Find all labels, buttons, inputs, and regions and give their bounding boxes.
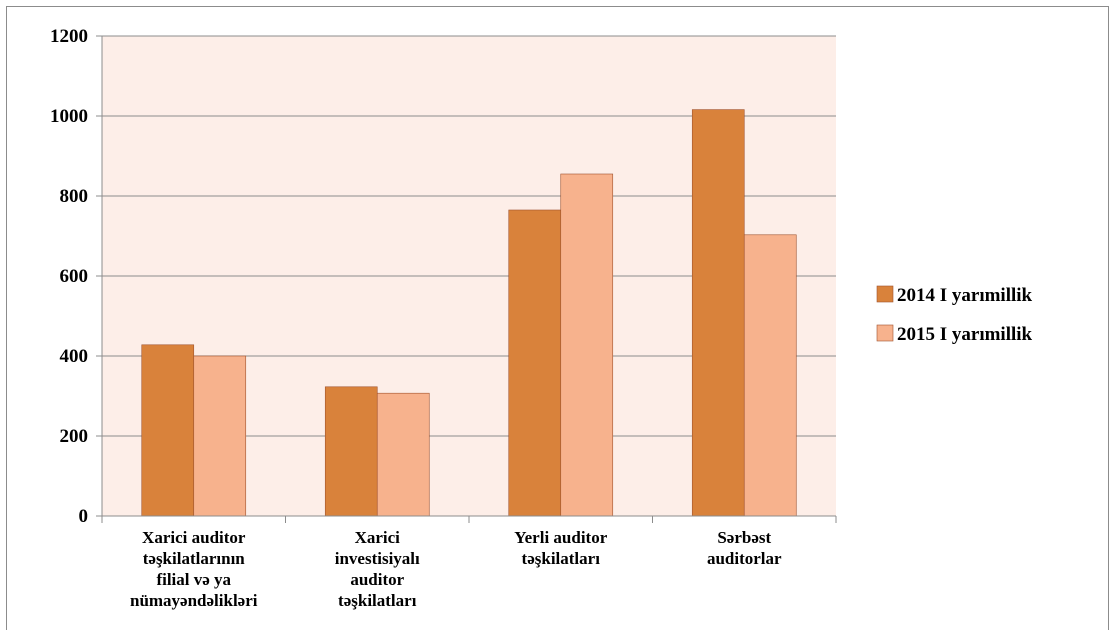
x-category-label-line: auditorlar — [707, 549, 782, 568]
x-category-label-line: Yerli auditor — [514, 528, 607, 547]
legend-swatch — [876, 324, 894, 342]
x-category-label: Xarici auditor təşkilatlarının filial və y… — [130, 528, 258, 610]
x-category-label-line: Xarici auditor — [142, 528, 246, 547]
x-category-label-line: Sərbəst — [717, 528, 771, 547]
x-category-label-line: təşkilatları — [338, 591, 417, 610]
x-category-label-line: nümayəndəlikləri — [130, 591, 258, 610]
bar-2014-cat4 — [691, 109, 745, 517]
y-tick-label: 1000 — [50, 106, 88, 127]
x-category-label: Xarici investisiyalı auditor təşkilatları — [335, 528, 420, 610]
bar-2014-cat2 — [324, 386, 378, 517]
x-category-label: Yerli auditor təşkilatları — [514, 528, 607, 568]
x-category-label-line: təşkilatlarının — [143, 549, 246, 568]
bar-2014-cat1 — [141, 344, 195, 517]
bar-chart: 0 200 400 600 800 1000 1200 Xarici auditor təşki… — [50, 26, 1033, 610]
x-category-label-line: təşkilatları — [522, 549, 601, 568]
x-category-label-line: auditor — [350, 570, 404, 589]
bar-2015-cat3 — [560, 173, 614, 517]
x-category-label-line: Xarici — [355, 528, 401, 547]
x-category-label-line: investisiyalı — [335, 549, 420, 568]
x-category-label: Sərbəst auditorlar — [707, 528, 782, 568]
y-tick-label: 0 — [79, 506, 89, 527]
bar-2015-cat1 — [193, 355, 247, 517]
legend-label: 2014 I yarımillik — [897, 285, 1033, 306]
bar-2015-cat4 — [743, 234, 797, 517]
y-tick-label: 200 — [60, 426, 89, 447]
y-tick-label: 600 — [60, 266, 89, 287]
bar-2014-cat3 — [508, 209, 562, 517]
y-tick-label: 800 — [60, 186, 89, 207]
x-category-label-line: filial və ya — [156, 570, 231, 589]
y-tick-label: 400 — [60, 346, 89, 367]
y-tick-label: 1200 — [50, 26, 88, 47]
legend-swatch — [876, 285, 894, 303]
bar-2015-cat2 — [376, 392, 430, 517]
legend-label: 2015 I yarımillik — [897, 324, 1033, 345]
chart-frame: 0 200 400 600 800 1000 1200 Xarici auditor təşki… — [6, 6, 1109, 630]
